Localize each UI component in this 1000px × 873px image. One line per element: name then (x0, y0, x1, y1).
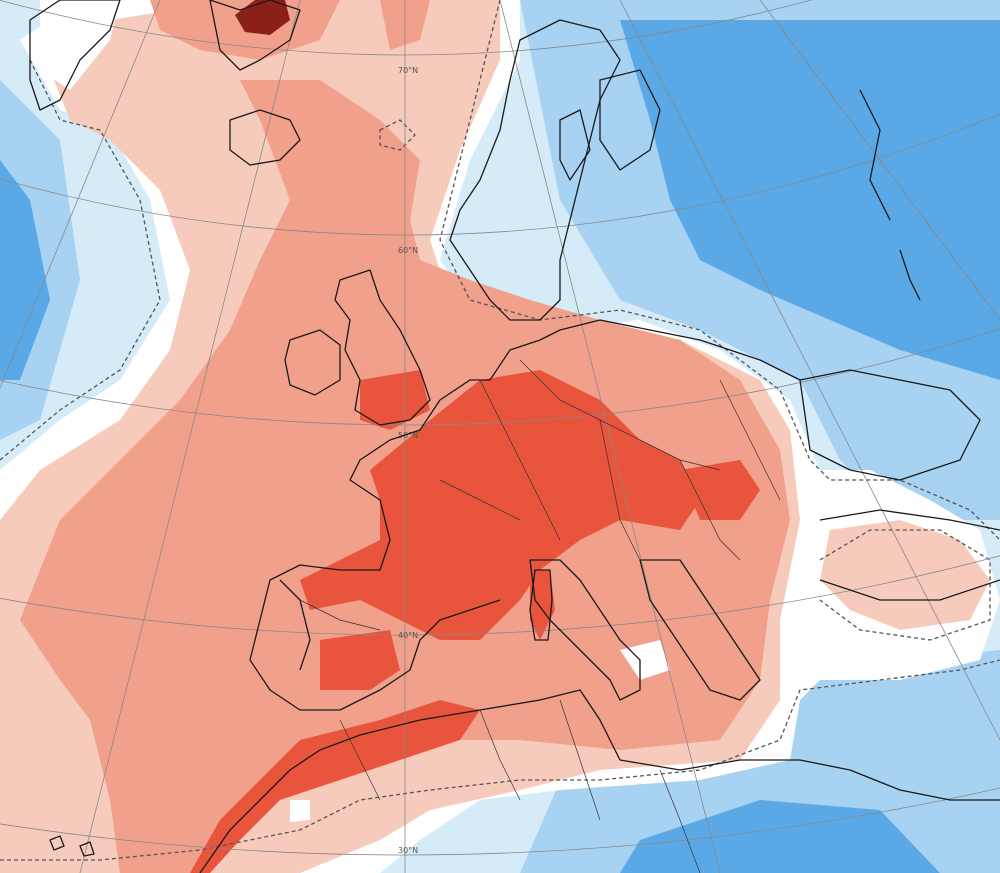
coast-ireland (284, 329, 341, 396)
coast-greenland (29, 0, 121, 111)
warm-dark-spot (235, 0, 290, 35)
coast-north-africa (199, 689, 1000, 873)
lat-label-50: 50°N (398, 431, 418, 440)
coast-great-britain (334, 269, 431, 426)
lat-label-30: 30°N (398, 846, 418, 855)
coast-continent (249, 319, 801, 711)
neutral-patches (40, 0, 670, 822)
lat-label-70: 70°N (398, 66, 418, 75)
coastlines (29, 0, 1000, 873)
coast-italy (529, 559, 641, 701)
cool-strong-zones (0, 20, 1000, 873)
coast-black-sea (799, 369, 981, 481)
coast-scandinavia (449, 19, 621, 321)
warm-light-east (820, 520, 990, 630)
lat-label-60: 60°N (398, 246, 418, 255)
warm-strong-zones (190, 370, 760, 873)
lat-label-40: 40°N (398, 631, 418, 640)
coast-iceland (229, 109, 301, 166)
country-borders (299, 359, 781, 873)
